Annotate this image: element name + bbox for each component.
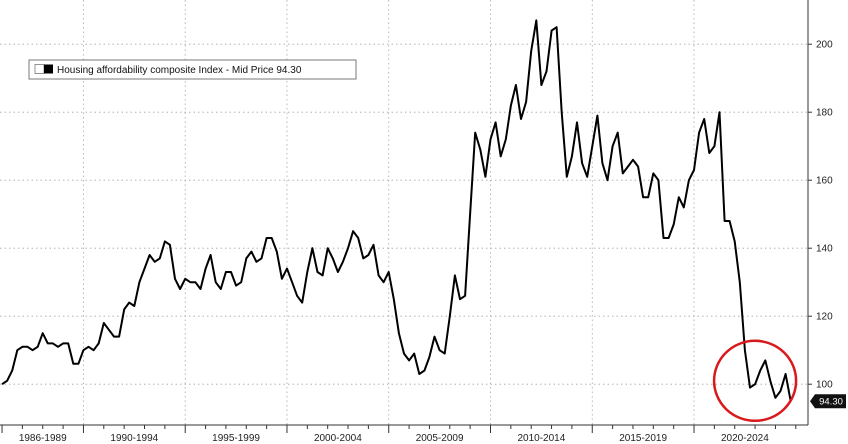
y-tick-label: 200 <box>816 40 833 51</box>
y-tick-label: 180 <box>816 108 833 119</box>
legend-box <box>28 59 357 80</box>
last-value-tag: 94.30 <box>810 394 846 409</box>
legend-label: Housing affordability composite Index - … <box>57 65 302 76</box>
last-value-label: 94.30 <box>819 397 843 408</box>
legend-swatch <box>44 64 53 74</box>
x-tick-label: 1990-1994 <box>110 433 158 444</box>
legend-swatch-outline <box>34 64 45 74</box>
legend: Housing affordability composite Index - … <box>28 59 357 80</box>
x-tick-label: 2015-2019 <box>619 433 667 444</box>
y-tick-label: 100 <box>816 380 833 391</box>
y-tick-label: 120 <box>816 312 833 323</box>
x-tick-label: 2000-2004 <box>314 433 362 444</box>
last-value-tag-shape <box>810 394 846 409</box>
x-tick-label: 2005-2009 <box>416 433 464 444</box>
series-line <box>1 19 792 402</box>
series-layer <box>1 19 792 402</box>
y-tick-label: 160 <box>816 176 833 187</box>
x-tick-label: 2020-2024 <box>721 433 769 444</box>
y-tick-label: 140 <box>816 244 833 255</box>
highlight-circle <box>712 339 798 423</box>
highlight-layer <box>712 339 798 423</box>
x-tick-label: 1986-1989 <box>19 433 67 444</box>
grid <box>0 0 808 425</box>
x-tick-label: 2010-2014 <box>517 433 565 444</box>
x-tick-label: 1995-1999 <box>212 433 260 444</box>
